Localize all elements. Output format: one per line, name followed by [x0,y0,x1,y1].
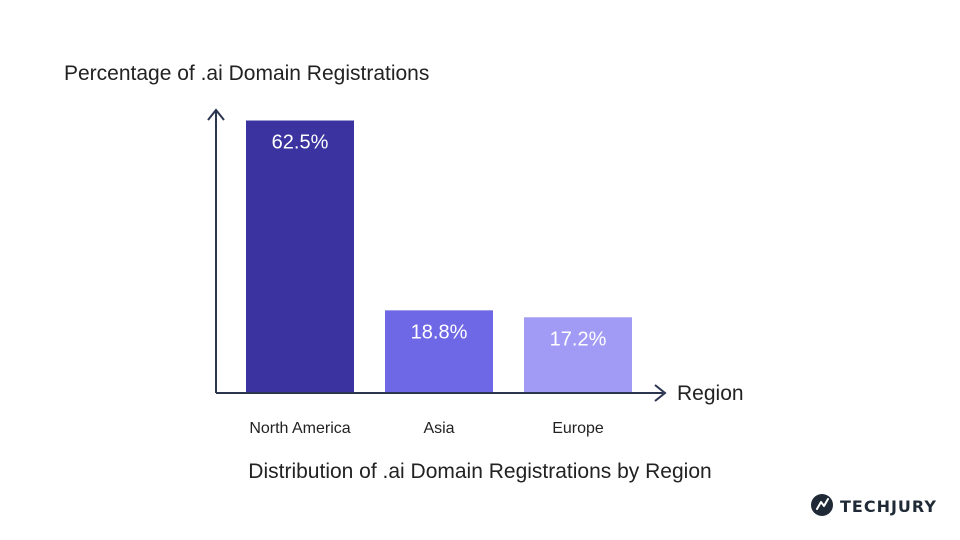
x-axis-title: Region [677,382,744,405]
brand-logo: TECHJURY [811,494,937,516]
bars [246,121,632,392]
chart-caption: Distribution of .ai Domain Registrations… [248,460,711,483]
x-tick-labels: North America Asia Europe [249,420,604,437]
x-tick-label: Europe [552,420,604,437]
techjury-logo-icon [811,494,833,516]
bar-value-label: 17.2% [550,328,607,350]
bar-north-america [246,121,354,392]
x-tick-label: North America [249,420,350,437]
bar-value-label: 18.8% [411,321,468,343]
x-tick-label: Asia [423,420,454,437]
y-axis-title: Percentage of .ai Domain Registrations [64,62,429,85]
brand-name: TECHJURY [840,497,937,516]
bar-value-label: 62.5% [272,132,329,154]
